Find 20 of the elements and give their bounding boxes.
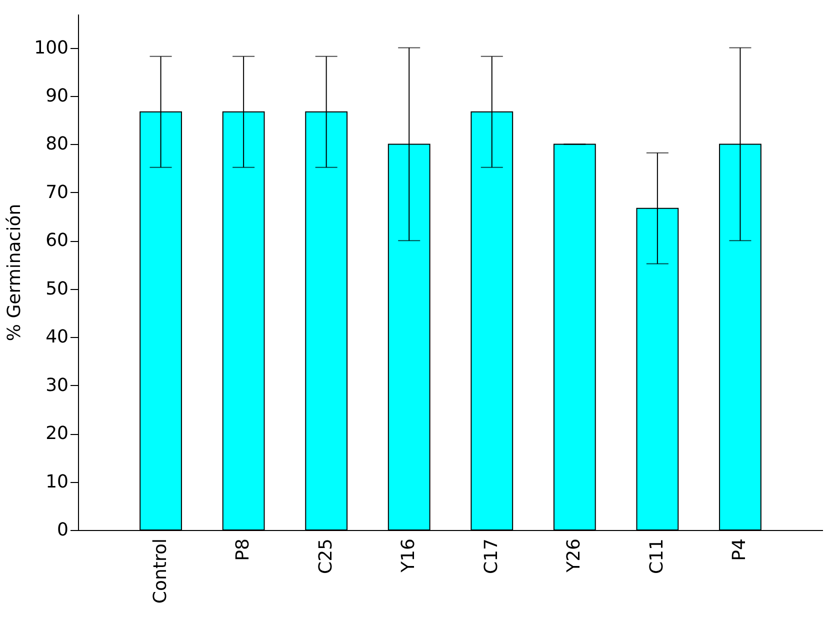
y-tick-label: 0 (57, 520, 68, 540)
x-tick-label: Control (150, 538, 171, 604)
x-tick-label: P4 (729, 538, 750, 561)
x-tick-label: Y26 (564, 538, 585, 574)
y-tick-label: 90 (46, 85, 68, 106)
y-tick-label: 100 (34, 37, 68, 58)
x-tick-label: C11 (646, 538, 668, 574)
y-tick-label: 20 (46, 423, 68, 444)
y-axis-title: % Germinación (4, 204, 26, 342)
y-tick-label: 80 (46, 134, 68, 155)
y-tick-label: 30 (46, 374, 68, 396)
x-tick-label: C25 (315, 538, 336, 574)
y-tick-label: 60 (46, 230, 68, 252)
x-tick-label: P8 (232, 538, 254, 561)
y-tick-label: 50 (46, 278, 68, 300)
y-tick-label: 70 (46, 182, 68, 203)
y-tick-label: 10 (46, 471, 68, 492)
x-tick-label: C17 (480, 538, 502, 574)
x-tick-label: Y16 (398, 538, 420, 574)
y-tick-label: 40 (46, 326, 68, 348)
